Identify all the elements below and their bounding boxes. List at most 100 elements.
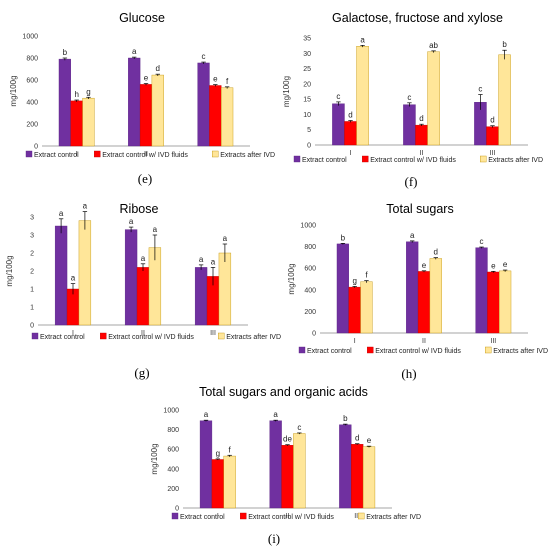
x-tick-label: II xyxy=(420,150,424,157)
significance-label: a xyxy=(204,410,209,419)
significance-label: e xyxy=(503,260,508,269)
chart-title: Total sugars xyxy=(386,202,453,216)
y-tick-label: 35 xyxy=(303,36,311,43)
bar-total_sugars-1-0 xyxy=(348,286,361,334)
panel-label: (e) xyxy=(138,171,152,186)
bar-total_sugars-0-0 xyxy=(336,243,349,334)
legend-label: Extract control w/ IVD fluids xyxy=(375,348,461,355)
bar-total_sugars-1-1 xyxy=(417,271,431,334)
significance-label: d xyxy=(355,434,359,443)
legend-label: Extract control xyxy=(34,152,79,159)
significance-label: d xyxy=(434,248,438,257)
bar-glucose-1-2 xyxy=(209,85,222,147)
y-tick-label: 0 xyxy=(175,506,179,513)
chart-title: Total sugars and organic acids xyxy=(199,385,368,399)
legend-swatch xyxy=(298,346,306,354)
significance-label: g xyxy=(216,449,220,458)
legend-swatch xyxy=(480,155,487,163)
bar-total_sugars-2-0 xyxy=(360,281,373,334)
significance-label: a xyxy=(199,255,204,264)
x-tick-label: I xyxy=(354,338,356,345)
y-tick-label: 400 xyxy=(167,466,179,473)
y-tick-label: 2 xyxy=(30,251,34,258)
legend-label: Extract control xyxy=(302,157,347,164)
significance-label: a xyxy=(132,47,137,56)
bar-galactose-2-0 xyxy=(356,46,369,146)
panel-label: (f) xyxy=(405,174,418,189)
bar-galactose-1-2 xyxy=(486,126,499,146)
legend-swatch xyxy=(358,512,365,520)
y-tick-label: 200 xyxy=(26,122,38,129)
significance-label: c xyxy=(297,423,301,432)
legend-swatch xyxy=(211,150,219,158)
y-tick-label: 0 xyxy=(34,144,38,151)
legend-label: Extract control w/ IVD fluids xyxy=(102,152,188,159)
legend-label: Extracts after IVD xyxy=(366,514,421,521)
bar-glucose-1-0 xyxy=(70,100,83,147)
significance-label: e xyxy=(367,436,372,445)
panel-label: (h) xyxy=(401,366,416,381)
bar-total_sugars_acids-1-1 xyxy=(281,445,294,509)
y-tick-label: 800 xyxy=(26,56,38,63)
significance-label: c xyxy=(336,92,340,101)
significance-label: a xyxy=(211,257,216,266)
bar-ribose-1-1 xyxy=(136,267,150,326)
legend-label: Extract control w/ IVD fluids xyxy=(370,157,456,164)
legend-swatch xyxy=(94,150,101,158)
legend-label: Extract control w/ IVD fluids xyxy=(108,334,194,341)
x-tick-label: II xyxy=(286,513,290,520)
bar-glucose-2-2 xyxy=(221,87,234,147)
bar-total_sugars-0-2 xyxy=(475,247,488,334)
bar-total_sugars-0-1 xyxy=(406,241,419,334)
significance-label: d xyxy=(490,116,494,125)
bar-ribose-2-0 xyxy=(78,220,92,326)
y-tick-label: 20 xyxy=(303,81,311,88)
bar-galactose-1-1 xyxy=(415,124,428,146)
y-tick-label: 0 xyxy=(30,323,34,330)
significance-label: a xyxy=(360,35,365,44)
legend-swatch xyxy=(171,512,179,520)
bar-ribose-0-0 xyxy=(54,225,68,326)
chart-total_sugars: Total sugars mg/100g 0 200 400 600 800 1000 b gf I… xyxy=(287,202,548,381)
significance-label: e xyxy=(422,261,427,270)
bar-glucose-1-1 xyxy=(139,84,153,147)
significance-label: de xyxy=(283,435,292,444)
x-tick-label: III xyxy=(210,330,216,337)
significance-label: c xyxy=(480,237,484,246)
significance-label: a xyxy=(71,274,76,283)
x-tick-label: II xyxy=(144,151,148,158)
bar-ribose-0-1 xyxy=(124,229,138,326)
significance-label: g xyxy=(352,276,356,285)
x-tick-label: I xyxy=(76,151,78,158)
significance-label: d xyxy=(348,111,352,120)
significance-label: a xyxy=(59,209,64,218)
y-axis-label: mg/100g xyxy=(150,443,159,474)
bar-total_sugars_acids-1-0 xyxy=(211,459,224,509)
legend-swatch xyxy=(31,332,39,340)
legend-swatch xyxy=(362,155,369,163)
y-tick-label: 600 xyxy=(167,447,179,454)
significance-label: f xyxy=(229,445,232,454)
y-axis-label: mg/100g xyxy=(282,76,291,107)
x-tick-label: I xyxy=(72,330,74,337)
x-tick-label: I xyxy=(350,150,352,157)
legend-swatch xyxy=(293,155,301,163)
panel-label: (g) xyxy=(134,365,149,380)
legend-label: Extract control xyxy=(40,334,85,341)
bar-total_sugars_acids-1-2 xyxy=(351,444,364,509)
significance-label: e xyxy=(213,75,218,84)
legend-label: Extract control xyxy=(307,348,352,355)
chart-total_sugars_acids: Total sugars and organic acids mg/100g 0 20… xyxy=(150,385,421,546)
y-tick-label: 15 xyxy=(303,97,311,104)
significance-label: a xyxy=(129,217,134,226)
bar-galactose-1-0 xyxy=(344,121,357,146)
y-tick-label: 1000 xyxy=(163,408,179,415)
panel-label: (i) xyxy=(268,531,280,546)
legend-label: Extracts after IVD xyxy=(220,152,275,159)
significance-label: c xyxy=(478,85,482,94)
bar-total_sugars_acids-0-0 xyxy=(199,420,213,509)
chart-title: Glucose xyxy=(119,11,165,25)
y-tick-label: 3 xyxy=(30,215,34,222)
bar-galactose-2-2 xyxy=(498,54,511,146)
bar-ribose-0-2 xyxy=(194,267,208,326)
